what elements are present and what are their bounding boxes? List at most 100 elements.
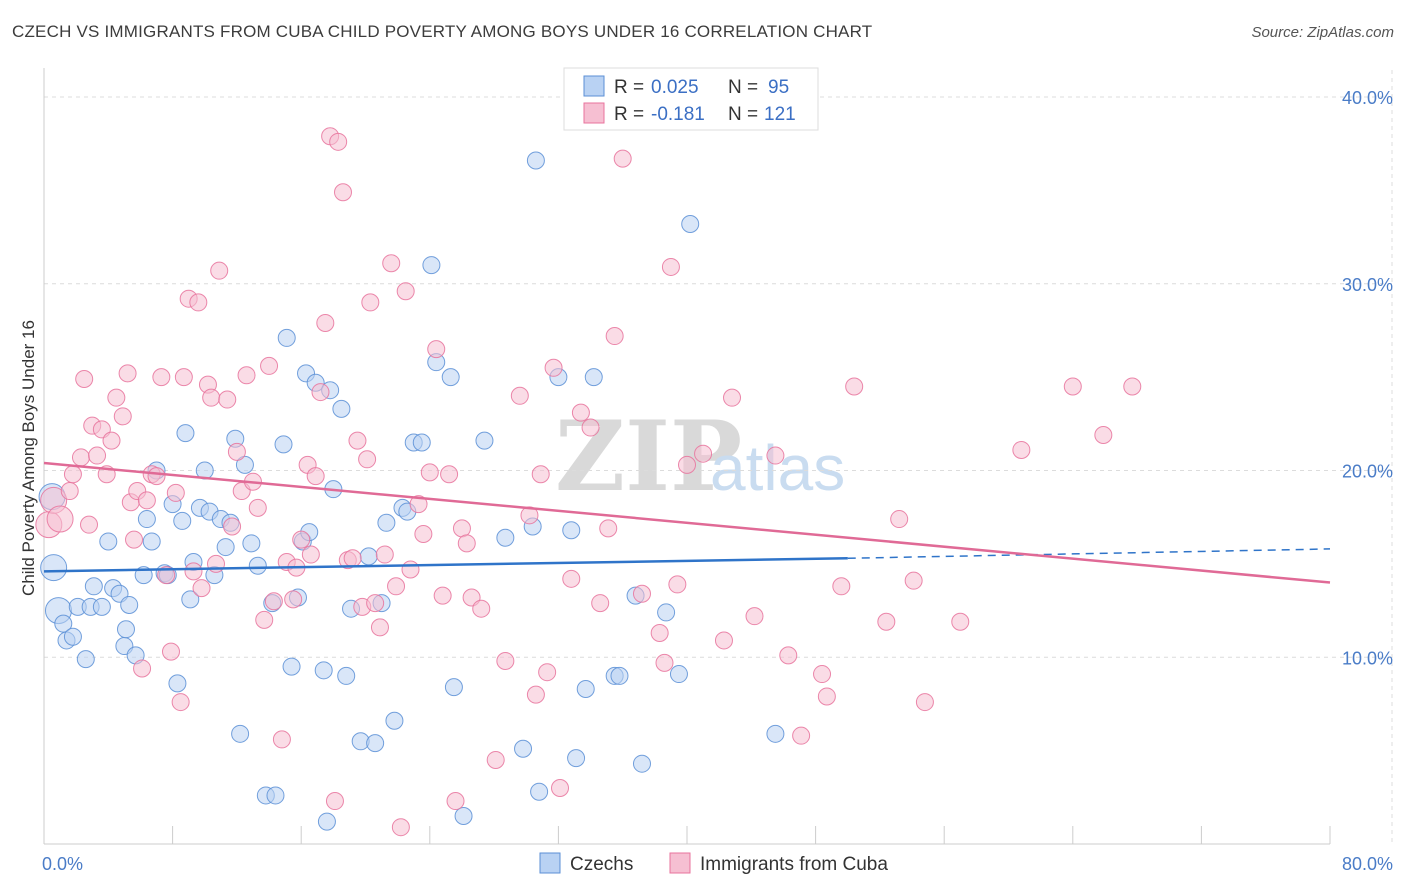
czech-point-57 <box>332 399 351 418</box>
czech-point-44 <box>266 786 285 805</box>
legend-n-value-cuba: 121 <box>764 104 796 125</box>
cuba-point-13 <box>107 388 126 407</box>
cuba-point-44 <box>255 610 274 629</box>
czech-point-25 <box>168 674 187 693</box>
cuba-point-83 <box>457 534 476 553</box>
czech-point-53 <box>314 661 333 680</box>
czech-point-79 <box>526 151 545 170</box>
czech-point-83 <box>567 749 586 768</box>
cuba-point-125 <box>1063 377 1082 396</box>
cuba-point-87 <box>496 651 515 670</box>
cuba-point-111 <box>745 607 764 626</box>
czech-point-11 <box>99 532 118 551</box>
czech-point-20 <box>142 532 161 551</box>
czech-point-77 <box>514 739 533 758</box>
cuba-point-71 <box>387 577 406 596</box>
czech-point-76 <box>496 528 515 547</box>
czech-point-45 <box>274 435 293 454</box>
cuba-point-104 <box>655 653 674 672</box>
czech-point-93 <box>766 724 785 743</box>
cuba-point-88 <box>510 386 529 405</box>
tick-labels: 10.0% 20.0% 30.0% 40.0% 0.0% 80.0% <box>42 88 1393 874</box>
cuba-point-82 <box>452 519 471 538</box>
series-swatch-czechs <box>539 852 561 874</box>
y-tick-label-30: 30.0% <box>1342 275 1393 295</box>
czech-point-9 <box>84 577 103 596</box>
cuba-point-95 <box>562 569 581 588</box>
cuba-point-121 <box>904 571 923 590</box>
legend-n-value-czech: 95 <box>768 77 789 98</box>
cuba-point-56 <box>316 313 335 332</box>
cuba-point-110 <box>723 388 742 407</box>
cuba-point-38 <box>223 517 242 536</box>
y-tick-label-40: 40.0% <box>1342 88 1393 108</box>
czech-point-46 <box>277 328 296 347</box>
cuba-point-122 <box>915 693 934 712</box>
cuba-point-3 <box>60 482 79 501</box>
cuba-point-30 <box>184 562 203 581</box>
y-tick-label-10: 10.0% <box>1342 648 1393 668</box>
czech-point-73 <box>444 678 463 697</box>
czech-point-19 <box>137 510 156 529</box>
cuba-point-123 <box>951 612 970 631</box>
czech-point-5 <box>63 627 82 646</box>
cuba-point-69 <box>375 545 394 564</box>
cuba-point-114 <box>792 726 811 745</box>
czech-trend-line <box>43 557 848 573</box>
cuba-point-66 <box>361 293 380 312</box>
cuba-point-5 <box>71 448 90 467</box>
cuba-point-20 <box>137 491 156 510</box>
czech-trend-extension <box>847 548 1331 560</box>
czech-point-26 <box>173 511 192 530</box>
cuba-point-102 <box>632 584 651 603</box>
cuba-point-106 <box>668 575 687 594</box>
legend-r-label-czech: R = <box>614 77 644 98</box>
cuba-point-34 <box>202 388 221 407</box>
cuba-point-107 <box>678 455 696 474</box>
cuba-point-17 <box>125 530 144 549</box>
cuba-point-55 <box>311 383 330 402</box>
cuba-point-109 <box>714 631 733 650</box>
czech-point-84 <box>576 679 595 698</box>
legend-r-value-czech: 0.025 <box>651 77 699 98</box>
czech-point-70 <box>422 256 441 275</box>
cuba-point-113 <box>779 646 798 665</box>
cuba-point-90 <box>526 685 545 704</box>
cuba-point-49 <box>284 590 303 609</box>
czech-point-16 <box>120 595 139 614</box>
cuba-point-9 <box>88 446 107 465</box>
y-tick-label-20: 20.0% <box>1342 462 1393 482</box>
axes <box>43 68 1331 845</box>
cuba-point-105 <box>661 257 680 276</box>
cuba-point-58 <box>325 792 344 811</box>
legend-swatch-czech <box>583 75 605 97</box>
cuba-point-86 <box>486 750 505 769</box>
cuba-point-101 <box>613 149 632 168</box>
source-credit: Source: ZipAtlas.com <box>1251 24 1394 41</box>
cuba-point-65 <box>358 450 377 469</box>
czech-point-87 <box>610 666 629 685</box>
cuba-point-41 <box>237 366 256 385</box>
czech-point-92 <box>681 214 700 233</box>
cuba-point-124 <box>1012 440 1031 459</box>
cuba-point-118 <box>845 377 864 396</box>
trend-lines <box>43 461 1331 584</box>
cuba-point-108 <box>694 444 713 463</box>
cuba-point-60 <box>333 183 352 202</box>
czech-point-1 <box>40 554 68 582</box>
czech-point-39 <box>235 455 254 474</box>
series-label-czechs: Czechs <box>570 854 633 875</box>
legend-r-label-cuba: R = <box>614 104 644 125</box>
cuba-point-76 <box>414 524 433 543</box>
czech-point-61 <box>359 547 378 566</box>
cuba-point-68 <box>370 618 389 637</box>
czech-point-74 <box>454 806 473 825</box>
cuba-point-92 <box>538 663 557 682</box>
czech-point-15 <box>116 620 135 639</box>
cuba-point-53 <box>301 545 320 564</box>
x-tick-label-80: 80.0% <box>1342 854 1393 874</box>
cuba-point-72 <box>391 818 410 837</box>
cuba-point-70 <box>382 254 401 273</box>
czech-point-75 <box>475 431 494 450</box>
cuba-point-120 <box>890 510 909 529</box>
